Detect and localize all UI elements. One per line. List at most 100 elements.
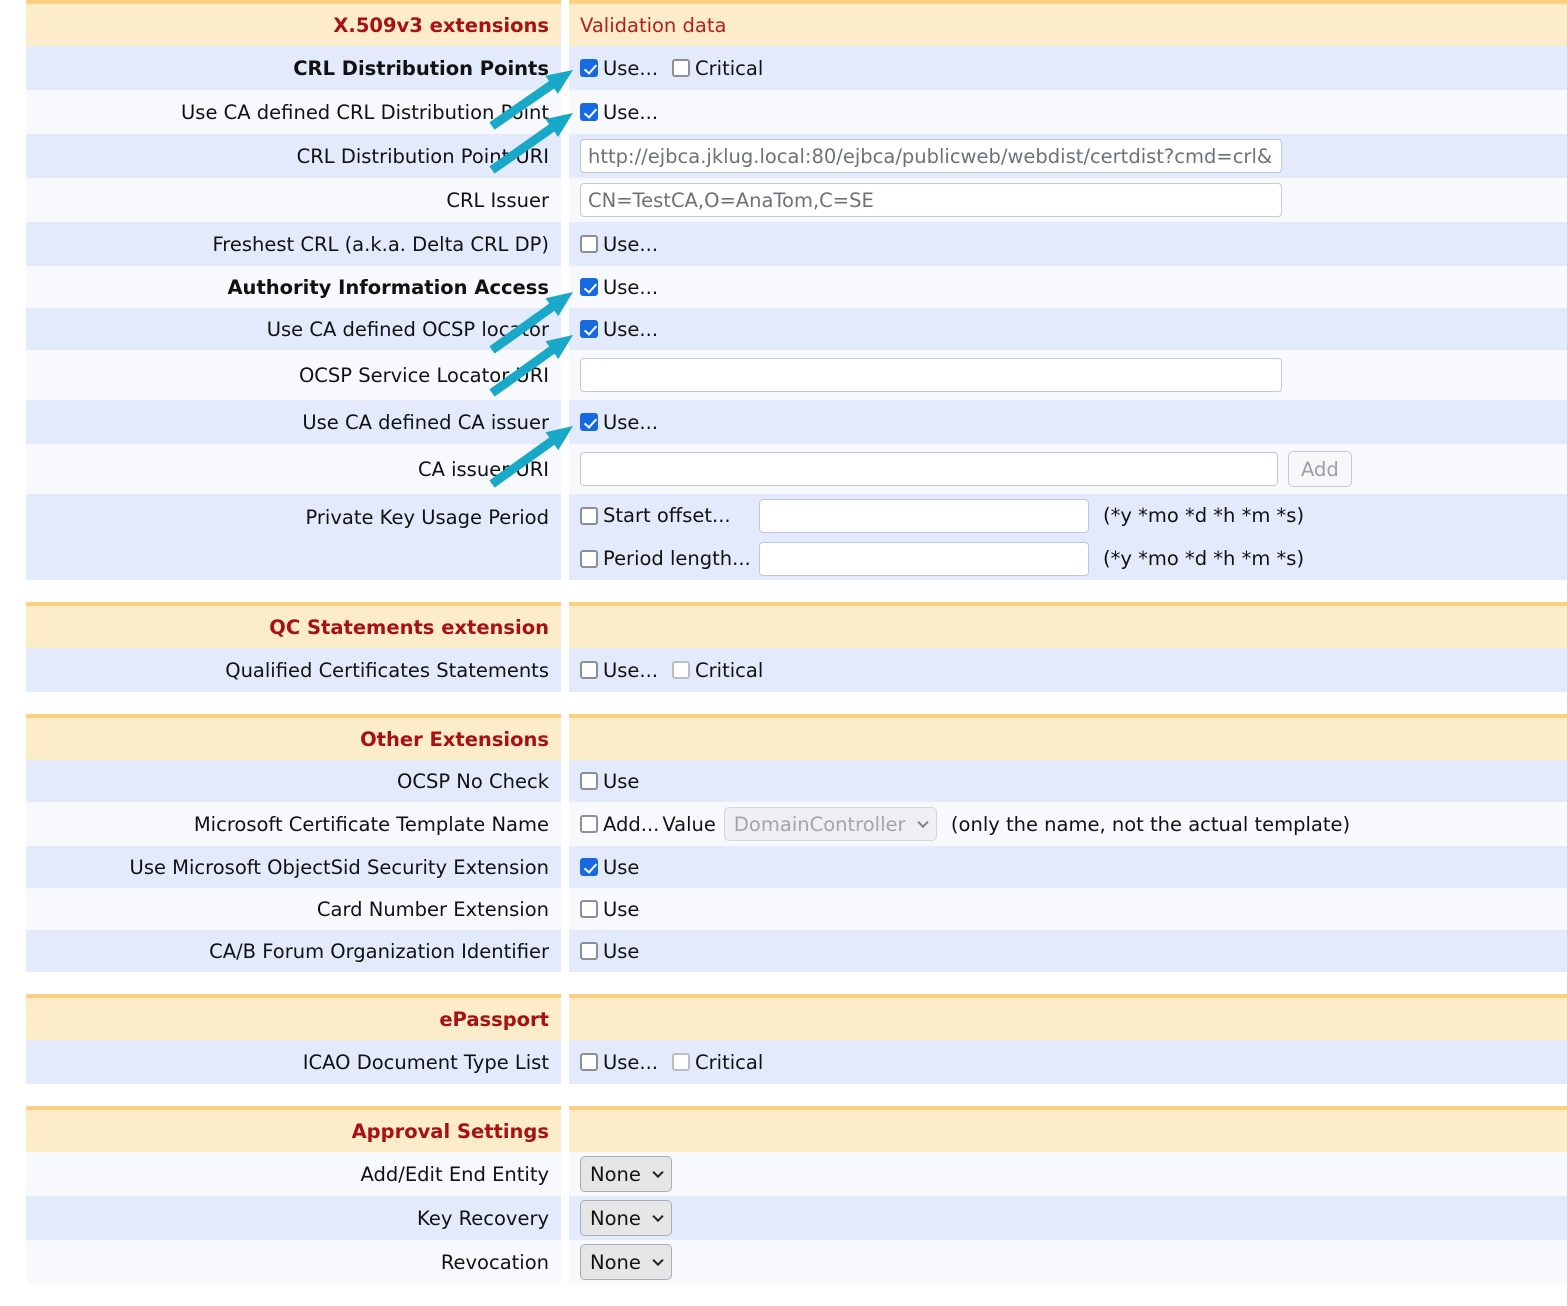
checkbox-use-ca-defined-ocsp-locator[interactable] bbox=[580, 320, 598, 338]
input-ocsp-service-locator-uri[interactable] bbox=[580, 358, 1282, 392]
column-gutter bbox=[561, 1108, 569, 1152]
row-crl-issuer: CRL Issuer bbox=[0, 178, 1567, 222]
label-pkup-start-offset: Start offset... bbox=[603, 504, 731, 527]
checkbox-crl-dp-use[interactable] bbox=[580, 59, 598, 77]
column-gutter bbox=[561, 888, 569, 930]
label-use-ca-defined-ca-issuer-use: Use... bbox=[603, 410, 659, 434]
select-add-edit-end-entity[interactable]: None bbox=[580, 1156, 672, 1192]
row-ocsp-service-locator-uri: OCSP Service Locator URI bbox=[0, 350, 1567, 400]
select-ms-template-value[interactable]: DomainController bbox=[723, 807, 937, 841]
cell-private-key-usage-period: Start offset... (*y *mo *d *h *m *s) Per… bbox=[569, 494, 1567, 580]
cell-crl-distribution-points: Use... Critical bbox=[569, 46, 1567, 90]
row-spacer bbox=[0, 222, 26, 266]
label-crl-distribution-points: CRL Distribution Points bbox=[26, 46, 561, 90]
row-microsoft-objectsid: Use Microsoft ObjectSid Security Extensi… bbox=[0, 846, 1567, 888]
input-crl-distribution-point-uri[interactable] bbox=[580, 139, 1282, 173]
row-spacer bbox=[0, 178, 26, 222]
checkbox-qc-critical[interactable] bbox=[672, 661, 691, 679]
label-use-ca-defined-crl-dp-use: Use... bbox=[603, 100, 659, 124]
checkbox-card-number-extension[interactable] bbox=[580, 900, 598, 918]
row-spacer bbox=[0, 716, 26, 760]
column-gutter bbox=[561, 2, 569, 46]
row-ca-issuer-uri: CA issuer URI Add bbox=[0, 444, 1567, 494]
row-use-ca-defined-ca-issuer: Use CA defined CA issuer Use... bbox=[0, 400, 1567, 444]
row-authority-information-access: Authority Information Access Use... bbox=[0, 266, 1567, 308]
cell-use-ca-defined-crl-dp: Use... bbox=[569, 90, 1567, 134]
input-crl-issuer[interactable] bbox=[580, 183, 1282, 217]
label-microsoft-objectsid: Use Microsoft ObjectSid Security Extensi… bbox=[26, 846, 561, 888]
section-data-title-qc-statements bbox=[569, 602, 1567, 648]
row-revocation: Revocation None bbox=[0, 1240, 1567, 1284]
checkbox-pkup-period-length[interactable] bbox=[580, 549, 598, 568]
column-gutter bbox=[561, 46, 569, 90]
section-x509v3-extensions: X.509v3 extensions Validation data CRL D… bbox=[0, 0, 1567, 580]
checkbox-ms-objectsid[interactable] bbox=[580, 858, 598, 876]
label-use-ca-defined-ocsp-locator: Use CA defined OCSP locator bbox=[26, 308, 561, 350]
checkbox-icao-critical[interactable] bbox=[672, 1053, 691, 1071]
label-revocation: Revocation bbox=[26, 1240, 561, 1284]
label-cab-forum-org-identifier: CA/B Forum Organization Identifier bbox=[26, 930, 561, 972]
label-crl-issuer: CRL Issuer bbox=[26, 178, 561, 222]
private-key-usage-start-offset-line: Start offset... (*y *mo *d *h *m *s) bbox=[580, 494, 1555, 537]
checkbox-use-ca-defined-crl-dp[interactable] bbox=[580, 103, 598, 121]
cell-icao-document-type-list: Use... Critical bbox=[569, 1040, 1567, 1084]
section-header-x509v3: X.509v3 extensions Validation data bbox=[0, 0, 1567, 46]
column-gutter bbox=[561, 716, 569, 760]
checkbox-cab-forum-org-identifier[interactable] bbox=[580, 942, 598, 960]
row-spacer bbox=[0, 494, 26, 580]
section-epassport: ePassport ICAO Document Type List Use...… bbox=[0, 994, 1567, 1084]
input-ca-issuer-uri[interactable] bbox=[580, 452, 1278, 486]
label-freshest-crl: Freshest CRL (a.k.a. Delta CRL DP) bbox=[26, 222, 561, 266]
checkbox-use-ca-defined-ca-issuer[interactable] bbox=[580, 413, 598, 431]
add-ca-issuer-uri-button[interactable]: Add bbox=[1288, 451, 1352, 487]
column-gutter bbox=[561, 1040, 569, 1084]
row-freshest-crl: Freshest CRL (a.k.a. Delta CRL DP) Use..… bbox=[0, 222, 1567, 266]
row-spacer bbox=[0, 1040, 26, 1084]
checkbox-crl-dp-critical[interactable] bbox=[672, 59, 691, 77]
select-revocation[interactable]: None bbox=[580, 1244, 672, 1280]
column-gutter bbox=[561, 134, 569, 178]
column-gutter bbox=[561, 930, 569, 972]
input-pkup-period-length[interactable] bbox=[759, 541, 1089, 576]
label-ocsp-no-check-use: Use bbox=[603, 769, 640, 793]
validation-data-title: Validation data bbox=[569, 0, 1567, 46]
row-key-recovery: Key Recovery None bbox=[0, 1196, 1567, 1240]
cell-freshest-crl: Use... bbox=[569, 222, 1567, 266]
column-gutter bbox=[561, 1152, 569, 1196]
cell-card-number-extension: Use bbox=[569, 888, 1567, 930]
section-qc-statements: QC Statements extension Qualified Certif… bbox=[0, 602, 1567, 692]
cell-microsoft-certificate-template: Add... Value DomainController (only the … bbox=[569, 802, 1567, 846]
cell-cab-forum-org-identifier: Use bbox=[569, 930, 1567, 972]
checkbox-freshest-crl-use[interactable] bbox=[580, 235, 598, 253]
label-microsoft-certificate-template: Microsoft Certificate Template Name bbox=[26, 802, 561, 846]
section-header-epassport: ePassport bbox=[0, 994, 1567, 1040]
checkbox-ocsp-no-check[interactable] bbox=[580, 772, 598, 790]
label-use-ca-defined-crl-dp: Use CA defined CRL Distribution Point bbox=[26, 90, 561, 134]
label-qualified-certificates-statements: Qualified Certificates Statements bbox=[26, 648, 561, 692]
cell-qualified-certificates-statements: Use... Critical bbox=[569, 648, 1567, 692]
hint-ms-template: (only the name, not the actual template) bbox=[950, 812, 1351, 836]
checkbox-aia-use[interactable] bbox=[580, 278, 598, 296]
row-spacer bbox=[0, 444, 26, 494]
column-gutter bbox=[561, 802, 569, 846]
select-key-recovery[interactable]: None bbox=[580, 1200, 672, 1236]
label-ms-template-add: Add... bbox=[603, 812, 660, 836]
checkbox-ms-template-add[interactable] bbox=[580, 815, 598, 833]
add-edit-end-entity-select-wrapper: None bbox=[580, 1156, 672, 1192]
row-spacer bbox=[0, 1152, 26, 1196]
row-spacer bbox=[0, 1108, 26, 1152]
row-crl-distribution-points: CRL Distribution Points Use... Critical bbox=[0, 46, 1567, 90]
input-pkup-start-offset[interactable] bbox=[759, 498, 1089, 533]
row-spacer bbox=[0, 2, 26, 46]
cell-microsoft-objectsid: Use bbox=[569, 846, 1567, 888]
label-pkup-period-length: Period length... bbox=[603, 547, 751, 570]
checkbox-qc-use[interactable] bbox=[580, 661, 598, 679]
checkbox-pkup-start-offset[interactable] bbox=[580, 506, 598, 525]
checkbox-icao-use[interactable] bbox=[580, 1053, 598, 1071]
cell-use-ca-defined-ocsp-locator: Use... bbox=[569, 308, 1567, 350]
section-data-title-approval-settings bbox=[569, 1106, 1567, 1152]
label-icao-use: Use... bbox=[603, 1050, 659, 1074]
row-spacer bbox=[0, 1240, 26, 1284]
cell-use-ca-defined-ca-issuer: Use... bbox=[569, 400, 1567, 444]
row-spacer bbox=[0, 760, 26, 802]
